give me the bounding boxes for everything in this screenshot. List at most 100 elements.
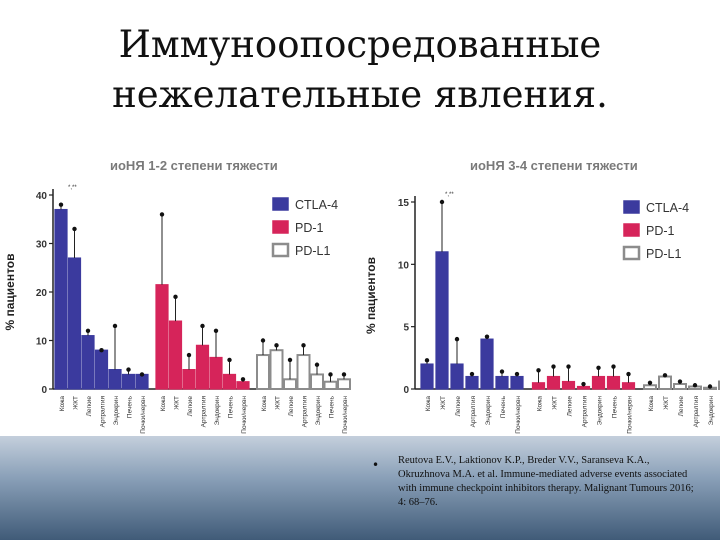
bar-ctla-4-4 — [94, 349, 109, 390]
error-bar-cap — [227, 357, 232, 363]
x-tick-label: Эндокрин — [214, 396, 221, 426]
bar-pd-l1-3 — [283, 378, 297, 390]
error-bar-cap — [581, 381, 586, 387]
x-tick-label: Легкие — [187, 396, 194, 417]
bar-pd-1-5 — [209, 356, 223, 390]
x-tick-label: Легкие — [567, 396, 574, 417]
error-bar-cap — [314, 362, 320, 367]
y-tick-label: 15 — [398, 198, 410, 209]
bar-ctla-4-1 — [420, 363, 434, 390]
charts-figure: иоНЯ 1-2 степени тяжести % пациентов 0 10 20… — [0, 150, 720, 440]
error-bar-cap — [662, 373, 668, 378]
error-bar-cap — [85, 328, 91, 333]
x-tick-label: Кожа — [537, 396, 544, 412]
x-tick-label: Легкие — [288, 396, 295, 417]
error-bar-cap — [287, 357, 293, 363]
error-bar-cap — [139, 372, 145, 377]
error-bar-cap — [240, 377, 246, 382]
bar-ctla-4-2 — [67, 257, 82, 390]
x-tick-label: Артралгия — [302, 396, 309, 428]
y-tick-label: 5 — [403, 323, 409, 334]
legend-swatch-pd-1 — [272, 220, 289, 234]
x-tick-label: Эндокрин — [485, 396, 492, 426]
x-tick-label: Почки/нервн — [627, 396, 634, 434]
bar-pd-l1-7 — [337, 378, 351, 390]
y-tick-label: 30 — [36, 240, 48, 251]
error-bar-cap — [112, 323, 118, 329]
error-bar-cap — [424, 358, 430, 363]
bar-pd-1-6 — [222, 373, 237, 390]
chart-background — [355, 150, 700, 440]
error-bar-cap — [707, 384, 713, 389]
bar-pd-l1-1 — [643, 384, 657, 391]
x-tick-label: Эндокрин — [708, 396, 715, 426]
error-bar-cap — [439, 199, 445, 205]
x-tick-label: Артралгия — [100, 396, 107, 428]
slide-title-line-2: нежелательные явления. — [112, 73, 608, 116]
x-tick-label: Кожа — [261, 396, 268, 412]
reference-bullet: • — [372, 458, 380, 472]
bar-pd-1-1 — [531, 382, 546, 390]
y-tick-label: 0 — [403, 385, 409, 396]
x-tick-label: ЖКТ — [663, 396, 670, 410]
x-tick-label: Артралгия — [201, 396, 208, 428]
error-bar-cap — [200, 323, 205, 329]
error-bar-cap — [173, 294, 178, 300]
x-tick-label: ЖКТ — [440, 396, 447, 410]
error-bar-cap — [514, 371, 520, 377]
y-tick-label: 20 — [36, 288, 48, 299]
y-axis-label: % пациентов — [3, 253, 17, 330]
x-tick-label: ЖКТ — [73, 396, 80, 410]
bar-pd-1-3 — [182, 369, 196, 390]
error-bar-cap — [260, 338, 266, 343]
error-bar-cap — [566, 364, 571, 369]
bar-pd-l1-5 — [310, 373, 324, 391]
bar-pd-1-2 — [546, 375, 561, 390]
x-tick-label: Почки/нервн — [140, 396, 147, 434]
y-tick-label: 40 — [36, 191, 48, 202]
x-tick-label: Почки/нервн — [342, 396, 349, 434]
y-axis-label: % пациентов — [364, 257, 378, 334]
chart-panel-1: иоНЯ 1-2 степени тяжести % пациентов 0 10 20… — [0, 150, 355, 440]
bar-pd-1-4 — [195, 344, 210, 390]
error-bar-cap — [626, 371, 631, 377]
legend-label-pd-l1: PD-L1 — [295, 244, 330, 258]
bar-pd-1-6 — [606, 375, 621, 390]
error-bar-cap — [213, 328, 219, 333]
x-tick-label: Кожа — [425, 396, 432, 412]
x-tick-label: Кожа — [160, 396, 167, 412]
bottom-band — [0, 436, 720, 540]
bar-ctla-4-1 — [54, 208, 68, 390]
legend-swatch-ctla-4 — [623, 200, 640, 214]
bar-pd-1-1 — [155, 284, 169, 390]
legend-label-pd-l1: PD-L1 — [646, 247, 681, 261]
bar-pd-l1-6 — [323, 380, 338, 391]
x-tick-label: Кожа — [648, 396, 655, 412]
x-tick-label: Эндокрин — [113, 396, 120, 426]
slide-title: Иммуноопосредованные нежелательные явлен… — [60, 20, 660, 120]
bar-ctla-4-5 — [480, 338, 494, 390]
error-bar-cap — [677, 379, 683, 384]
error-bar-cap — [301, 343, 306, 348]
x-tick-label: Кожа — [59, 396, 66, 412]
error-bar-cap — [551, 364, 556, 369]
legend-swatch-pd-l1 — [622, 245, 641, 261]
x-tick-label: Печень — [127, 395, 134, 418]
bar-pd-l1-3 — [673, 383, 687, 391]
error-bar-cap — [58, 202, 64, 207]
bar-pd-1-5 — [591, 375, 606, 390]
slide-title-line-1: Иммуноопосредованные — [118, 23, 602, 66]
x-tick-label: ЖКТ — [174, 396, 181, 410]
bar-pd-l1-2 — [269, 349, 284, 391]
x-tick-label: ЖКТ — [552, 396, 559, 410]
legend-label-ctla-4: CTLA-4 — [646, 201, 689, 215]
chart-title: иоНЯ 3-4 степени тяжести — [470, 158, 638, 173]
legend-swatch-pd-1 — [623, 223, 640, 237]
error-bar-cap — [596, 365, 601, 371]
significance-annotation: *,** — [68, 185, 77, 191]
bar-ctla-4-6 — [495, 375, 509, 390]
x-tick-label: Эндокрин — [597, 396, 604, 426]
bar-pd-1-7 — [621, 382, 636, 390]
error-bar-cap — [99, 348, 104, 353]
y-tick-label: 10 — [36, 337, 48, 348]
